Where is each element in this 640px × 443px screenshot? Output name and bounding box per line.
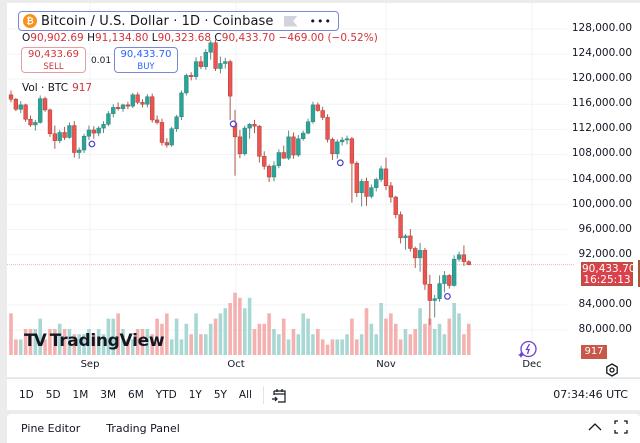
maximize-icon[interactable] xyxy=(614,420,628,434)
bottom-toolbar: 1D 5D 1M 3M 6M YTD 1Y 5Y All 07:34:46 UT… xyxy=(7,378,640,410)
toolbar-divider xyxy=(262,385,264,404)
tab-trading-panel[interactable]: Trading Panel xyxy=(106,422,180,435)
flag-icon[interactable] xyxy=(283,15,298,27)
time-axis-label: Sep xyxy=(80,359,100,370)
ohlc-values: O90,902.69 H91,134.80 L90,323.68 C90,433… xyxy=(22,32,378,44)
price-axis-label: 100,000.00 xyxy=(571,197,632,210)
price-axis-label: 80,000.00 xyxy=(578,323,632,335)
sell-label: SELL xyxy=(43,62,64,72)
price-axis-label: 120,000.00 xyxy=(571,72,632,85)
price-axis-label: 96,000.00 xyxy=(578,222,632,235)
price-axis-label: 92,000.00 xyxy=(578,247,632,260)
symbol-title[interactable]: Bitcoin / U.S. Dollar · 1D · Coinbase xyxy=(41,13,274,29)
sell-price: 90,433.69 xyxy=(28,49,79,60)
bitcoin-logo-icon: ₿ xyxy=(23,14,37,28)
last-price-tag: 90,433.70 16:25:13 xyxy=(581,262,636,286)
chevron-up-icon[interactable] xyxy=(588,422,602,432)
range-button-5y[interactable]: 5Y xyxy=(213,388,227,401)
range-button-ytd[interactable]: YTD xyxy=(155,388,177,401)
close-value: 90,433.70 xyxy=(221,32,276,44)
price-axis-label: 116,000.00 xyxy=(571,97,632,110)
range-button-5d[interactable]: 5D xyxy=(45,388,61,401)
high-value: 91,134.80 xyxy=(94,32,149,44)
low-value: 90,323.68 xyxy=(157,32,212,44)
more-options-icon[interactable]: ••• xyxy=(309,14,333,28)
close-label: C xyxy=(214,32,222,44)
buy-button[interactable]: 90,433.70 BUY xyxy=(114,47,178,73)
open-value: 90,902.69 xyxy=(30,32,84,44)
last-price: 90,433.70 xyxy=(582,263,636,275)
sell-button[interactable]: 90,433.69 SELL xyxy=(21,47,86,73)
range-button-1y[interactable]: 1Y xyxy=(188,388,202,401)
tab-pine-editor[interactable]: Pine Editor xyxy=(21,422,81,435)
change-value: −469.00 (−0.52%) xyxy=(278,32,378,44)
time-axis-label: Dec xyxy=(522,359,542,370)
range-button-6m[interactable]: 6M xyxy=(128,388,144,401)
price-scale-handle[interactable] xyxy=(638,260,640,287)
bar-countdown: 16:25:13 xyxy=(583,274,631,286)
volume-tag: 917 xyxy=(581,345,607,359)
tradingview-watermark: TV TradingView xyxy=(24,331,165,351)
bottom-panel-tabs: Pine Editor Trading Panel xyxy=(7,414,640,443)
symbol-legend[interactable]: ₿ Bitcoin / U.S. Dollar · 1D · Coinbase … xyxy=(18,11,340,31)
volume-legend[interactable]: Vol · BTC 917 xyxy=(22,82,92,94)
price-axis-label: 84,000.00 xyxy=(578,297,632,310)
volume-value: 917 xyxy=(72,82,93,94)
go-to-date-calendar-icon[interactable] xyxy=(271,387,287,403)
chart-panel[interactable]: ₿ Bitcoin / U.S. Dollar · 1D · Coinbase … xyxy=(7,3,640,377)
price-axis-label: 128,000.00 xyxy=(571,22,632,34)
high-label: H xyxy=(87,32,95,44)
price-axis-label: 124,000.00 xyxy=(571,47,632,60)
buy-label: BUY xyxy=(137,62,155,72)
open-label: O xyxy=(22,32,31,44)
range-button-1m[interactable]: 1M xyxy=(72,388,89,401)
buy-price: 90,433.70 xyxy=(120,49,172,60)
ai-assistant-icon[interactable] xyxy=(518,340,537,359)
price-axis-label: 108,000.00 xyxy=(571,147,632,160)
utc-clock[interactable]: 07:34:46 UTC xyxy=(553,388,628,401)
time-axis-label: Nov xyxy=(376,359,396,370)
settings-gear-icon[interactable] xyxy=(605,363,619,377)
tradingview-logo-icon: TV xyxy=(24,331,47,351)
volume-label: Vol · BTC xyxy=(22,82,69,94)
range-button-1d[interactable]: 1D xyxy=(19,388,34,401)
range-button-all[interactable]: All xyxy=(238,388,252,401)
time-axis-label: Oct xyxy=(227,359,245,370)
price-axis-label: 112,000.00 xyxy=(571,122,632,135)
low-label: L xyxy=(151,32,158,44)
spread-value: 0.01 xyxy=(91,56,112,66)
range-button-3m[interactable]: 3M xyxy=(100,388,117,401)
tradingview-wordmark: TradingView xyxy=(49,331,165,351)
price-axis-label: 104,000.00 xyxy=(571,172,632,185)
